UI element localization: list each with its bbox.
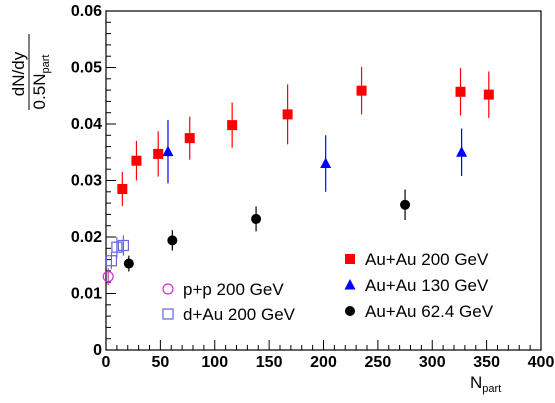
au-au-130-gev-point [456,146,468,157]
au-au-200-gev-point [356,85,367,96]
y-tick-label: 0.02 [71,229,102,246]
au-au-200-gev-point [483,89,494,100]
d-au-200-gev-point [105,255,118,267]
au-au-200-gev-point [117,183,128,194]
x-tick-label: 250 [365,354,392,371]
au-au-130-gev-legend-marker [344,279,356,290]
au-au-130-gev-point [320,157,332,169]
y-axis-label-numerator: dN/dy [9,51,28,96]
au-au-62-4-gev-point [167,235,178,246]
au-au-62-4-gev-legend-label: Au+Au 62.4 GeV [365,302,494,321]
au-au-200-gev-legend-marker [345,254,355,264]
au-au-200-gev-point [184,133,195,144]
p-p-200-gev-legend-marker [162,283,174,295]
y-tick-label: 0.05 [71,60,102,77]
au-au-200-gev-legend-label: Au+Au 200 GeV [365,250,489,269]
tick-labels: 0 50 100 150 200 250 300 350 400 0 0.01 0.02 0.03 0.0… [71,3,555,371]
p-p-200-gev-legend-label: p+p 200 GeV [183,280,284,299]
x-tick-label: 300 [419,354,446,371]
au-au-62-4-gev-point [251,213,262,224]
x-tick-label: 100 [201,354,228,371]
data-points [102,85,494,283]
y-tick-label: 0.04 [71,116,102,133]
au-au-200-gev-point [227,120,238,131]
au-au-200-gev-point [455,86,466,97]
x-tick-label: 200 [310,354,337,371]
au-au-130-gev-legend-label: Au+Au 130 GeV [365,276,489,295]
y-tick-label: 0.03 [71,173,102,190]
x-tick-label: 0 [102,354,111,371]
au-au-130-gev-point [162,145,174,157]
au-au-62-4-gev-point [123,258,134,269]
y-tick-label: 0.01 [71,286,102,303]
x-tick-label: 150 [256,354,283,371]
y-axis-label: dN/dy 0.5Npart [9,34,52,110]
d-au-200-gev-point [111,241,123,253]
d-au-200-gev-point [117,239,130,252]
au-au-200-gev-point [131,155,142,166]
x-axis-label: Npart [470,373,501,395]
au-au-62-4-gev-legend-marker [345,306,355,316]
x-tick-label: 400 [528,354,555,371]
au-au-200-gev-point [282,109,293,120]
au-au-200-gev-point [153,148,164,159]
legend: Au+Au 200 GeV Au+Au 130 GeV Au+Au 62.4 GeV… [162,250,494,324]
x-tick-label: 350 [473,354,500,371]
p-p-200-gev-point [102,270,114,283]
x-tick-label: 50 [151,354,169,371]
y-tick-label: 0 [93,342,102,359]
au-au-62-4-gev-point [400,199,411,210]
y-axis-label-denominator: 0.5Npart [30,55,52,110]
d-au-200-gev-legend-marker [162,308,174,320]
d-au-200-gev-legend-label: d+Au 200 GeV [183,305,296,324]
axis-ticks [105,10,542,351]
y-tick-label: 0.06 [71,3,102,20]
